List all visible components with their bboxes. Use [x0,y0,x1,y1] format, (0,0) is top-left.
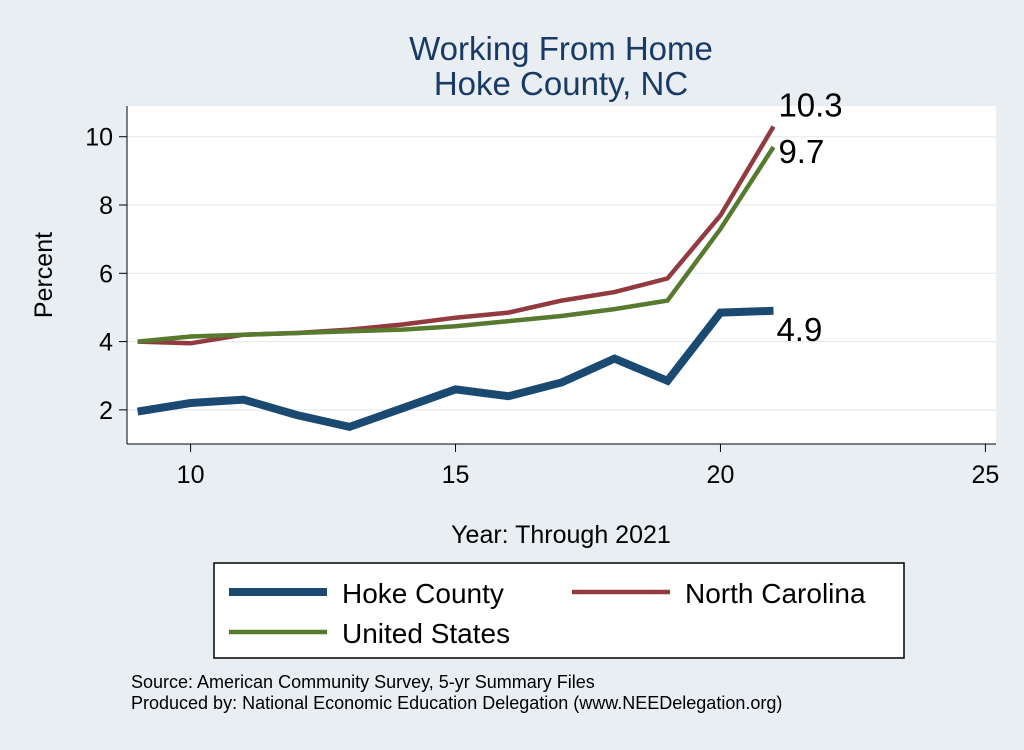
chart-title-line-1: Working From Home [409,30,713,67]
produced-by-note: Produced by: National Economic Education… [131,693,782,713]
legend-label-united-states: United States [342,618,510,649]
x-tick-label: 10 [177,461,205,489]
chart-title-line-2: Hoke County, NC [434,65,688,102]
y-tick-label: 2 [99,397,113,425]
x-tick-label: 15 [442,461,470,489]
end-label-united-states: 9.7 [778,133,824,170]
source-note: Source: American Community Survey, 5-yr … [131,672,595,692]
x-tick-label: 20 [707,461,735,489]
y-axis-ticks: 2 4 6 8 10 [85,124,127,425]
series-line-united-states [137,145,776,344]
x-axis-label: Year: Through 2021 [451,521,671,549]
legend: Hoke County North Carolina United States [229,578,866,649]
y-axis-label: Percent [30,232,58,318]
series-line-hoke-county [136,306,774,432]
legend-label-hoke-county: Hoke County [342,578,504,609]
y-tick-label: 8 [99,192,113,220]
y-tick-label: 4 [99,329,113,357]
legend-box [213,562,905,659]
end-label-hoke-county: 4.9 [776,311,822,348]
y-tick-label: 6 [99,260,113,288]
legend-label-north-carolina: North Carolina [685,578,866,609]
end-labels: 4.9 10.3 9.7 [776,86,842,347]
plot-area [127,106,996,444]
y-tick-label: 10 [85,124,113,152]
end-label-north-carolina: 10.3 [778,86,842,123]
series-lines [136,125,776,432]
x-axis-ticks: 10 15 20 25 [177,444,999,489]
x-tick-label: 25 [971,461,999,489]
